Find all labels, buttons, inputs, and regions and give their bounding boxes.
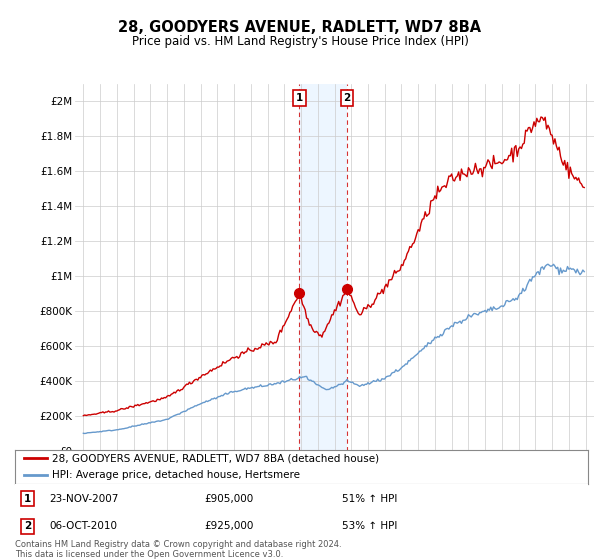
Text: 28, GOODYERS AVENUE, RADLETT, WD7 8BA: 28, GOODYERS AVENUE, RADLETT, WD7 8BA bbox=[118, 20, 482, 35]
Text: 53% ↑ HPI: 53% ↑ HPI bbox=[341, 521, 397, 531]
Text: Price paid vs. HM Land Registry's House Price Index (HPI): Price paid vs. HM Land Registry's House … bbox=[131, 35, 469, 48]
Text: 23-NOV-2007: 23-NOV-2007 bbox=[49, 493, 119, 503]
Text: 06-OCT-2010: 06-OCT-2010 bbox=[49, 521, 118, 531]
Text: 1: 1 bbox=[296, 93, 303, 103]
Text: 51% ↑ HPI: 51% ↑ HPI bbox=[341, 493, 397, 503]
Text: 2: 2 bbox=[24, 521, 31, 531]
Text: £925,000: £925,000 bbox=[204, 521, 253, 531]
Text: HPI: Average price, detached house, Hertsmere: HPI: Average price, detached house, Hert… bbox=[52, 470, 300, 480]
Text: 1: 1 bbox=[24, 493, 31, 503]
Text: £905,000: £905,000 bbox=[204, 493, 253, 503]
Bar bbox=[299, 84, 347, 451]
Text: 28, GOODYERS AVENUE, RADLETT, WD7 8BA (detached house): 28, GOODYERS AVENUE, RADLETT, WD7 8BA (d… bbox=[52, 454, 379, 463]
Text: Contains HM Land Registry data © Crown copyright and database right 2024.
This d: Contains HM Land Registry data © Crown c… bbox=[15, 540, 341, 559]
Text: 2: 2 bbox=[343, 93, 350, 103]
